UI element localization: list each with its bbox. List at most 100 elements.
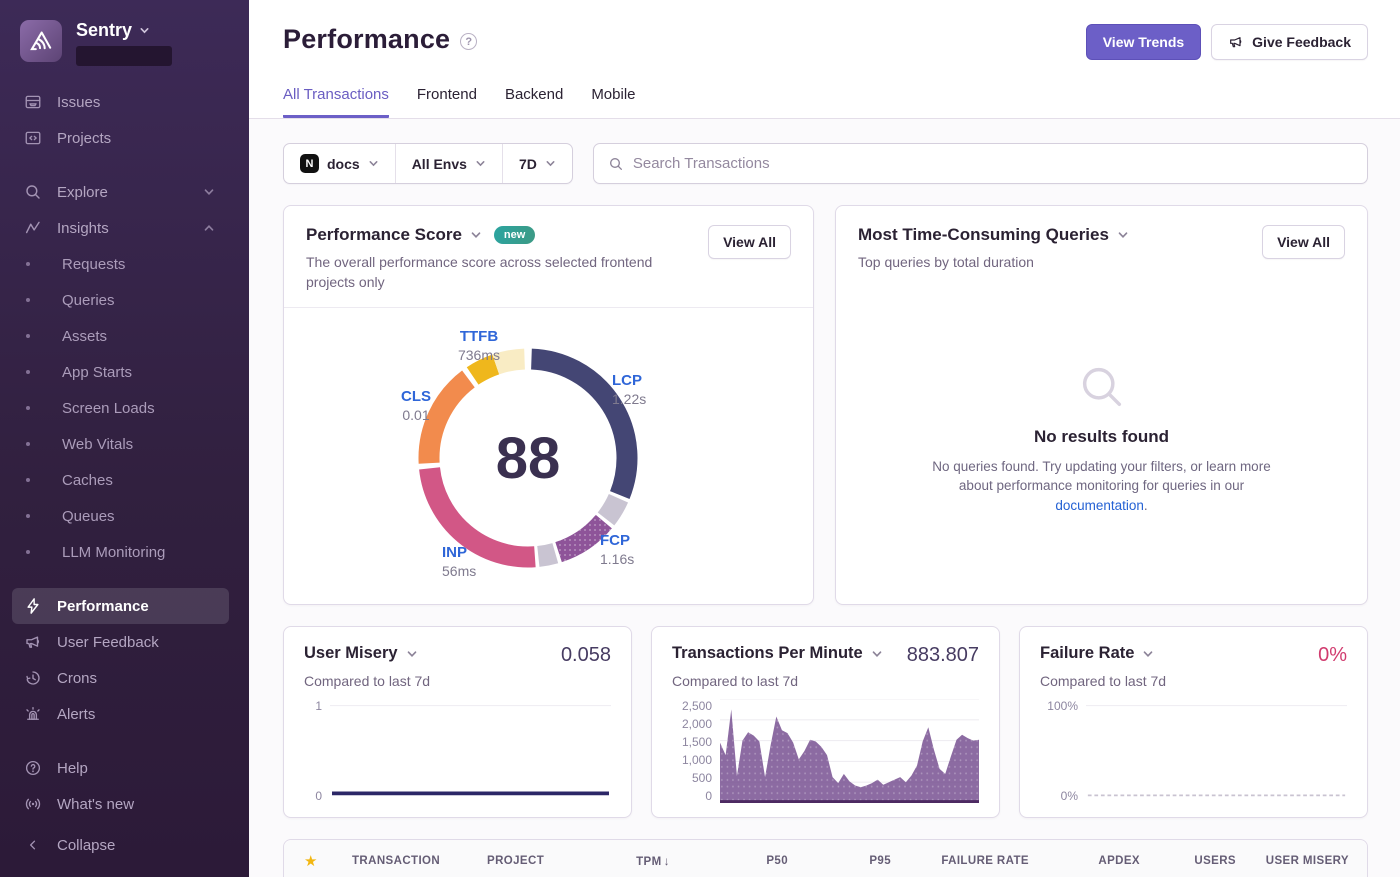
sidebar-nav: Issues Projects Explore Insig <box>0 84 239 863</box>
sidebar-item-llm-monitoring[interactable]: LLM Monitoring <box>0 534 229 570</box>
sidebar-item-label: Queries <box>62 291 115 309</box>
y-axis: 2,500 2,000 1,500 1,000 500 0 <box>672 699 712 803</box>
sidebar-item-web-vitals[interactable]: Web Vitals <box>0 426 229 462</box>
card-title-text: Most Time-Consuming Queries <box>858 225 1109 244</box>
tab-backend[interactable]: Backend <box>504 86 564 103</box>
sidebar-item-label: LLM Monitoring <box>62 543 166 561</box>
sidebar-item-help[interactable]: Help <box>0 750 229 786</box>
org-switcher[interactable]: Sentry <box>0 14 239 84</box>
environment-filter-dropdown[interactable]: All Envs <box>394 144 502 183</box>
sidebar-item-assets[interactable]: Assets <box>0 318 229 354</box>
documentation-link[interactable]: documentation <box>1055 497 1144 513</box>
sidebar-item-performance[interactable]: Performance <box>12 588 229 624</box>
card-title-text: User Misery <box>304 644 398 662</box>
performance-score-card: Performance Score new The overall perfor… <box>283 205 814 605</box>
tab-frontend[interactable]: Frontend <box>416 86 477 103</box>
user-misery-value: 0.058 <box>560 644 611 666</box>
performance-score-title[interactable]: Performance Score new <box>306 225 676 245</box>
sidebar-item-screen-loads[interactable]: Screen Loads <box>0 390 229 426</box>
widget-row: Performance Score new The overall perfor… <box>283 205 1368 605</box>
user-misery-title[interactable]: User Misery <box>304 644 418 663</box>
column-users[interactable]: USERS <box>1194 854 1236 867</box>
column-p95[interactable]: P95 <box>869 854 891 867</box>
page-filters: N docs All Envs 7D <box>283 143 573 184</box>
sidebar-item-queues[interactable]: Queues <box>0 498 229 534</box>
bullet-dot <box>26 406 30 410</box>
column-project[interactable]: PROJECT <box>487 854 545 867</box>
column-transaction[interactable]: TRANSACTION <box>352 854 441 867</box>
broadcast-icon <box>24 795 42 813</box>
failure-rate-card: Failure Rate 0% Compared to last 7d 100%… <box>1019 626 1368 818</box>
insights-icon <box>24 219 42 237</box>
give-feedback-button[interactable]: Give Feedback <box>1211 24 1368 60</box>
sidebar-item-label: Queues <box>62 507 115 525</box>
y-tick: 2,500 <box>681 699 712 713</box>
page-content: N docs All Envs 7D <box>249 119 1400 877</box>
help-tooltip-icon[interactable]: ? <box>460 33 478 50</box>
empty-body-period: . <box>1143 497 1148 513</box>
siren-icon <box>24 705 42 723</box>
y-axis: 1 0 <box>304 699 322 803</box>
sidebar-section-gap <box>0 732 229 750</box>
view-all-button[interactable]: View All <box>708 225 791 259</box>
queries-card-title[interactable]: Most Time-Consuming Queries <box>858 225 1129 245</box>
project-filter-dropdown[interactable]: N docs <box>284 144 395 183</box>
performance-score-header: Performance Score new The overall perfor… <box>284 206 813 308</box>
sidebar-item-app-starts[interactable]: App Starts <box>0 354 229 390</box>
column-failure-rate[interactable]: FAILURE RATE <box>941 854 1029 867</box>
filter-bar: N docs All Envs 7D <box>283 143 1368 184</box>
bullet-dot <box>26 370 30 374</box>
sidebar-item-label: Crons <box>57 669 98 687</box>
sidebar-item-requests[interactable]: Requests <box>0 246 229 282</box>
vital-value: 1.22s <box>612 390 647 407</box>
new-badge: new <box>493 226 536 244</box>
sentry-logo-icon <box>30 31 52 51</box>
sidebar-item-projects[interactable]: Projects <box>0 120 229 156</box>
y-tick: 0% <box>1060 789 1078 803</box>
sidebar-collapse-button[interactable]: Collapse <box>0 827 229 863</box>
sidebar-item-label: Collapse <box>57 836 116 854</box>
sentry-logo[interactable] <box>20 20 62 62</box>
y-tick: 1,000 <box>681 753 712 767</box>
nextjs-logo: N <box>300 154 319 173</box>
sidebar-item-issues[interactable]: Issues <box>0 84 229 120</box>
card-title-text: Performance Score <box>306 225 462 244</box>
tab-all-transactions[interactable]: All Transactions <box>283 86 389 118</box>
tab-mobile[interactable]: Mobile <box>591 86 636 103</box>
comparison-label: Compared to last 7d <box>304 673 431 689</box>
date-range-dropdown[interactable]: 7D <box>501 144 572 183</box>
column-tpm[interactable]: TPM ↓ <box>612 854 670 868</box>
sidebar: Sentry Issues Projects <box>0 0 249 877</box>
search-transactions-input[interactable] <box>632 155 1353 172</box>
sidebar-item-insights[interactable]: Insights <box>0 210 229 246</box>
column-user-misery[interactable]: USER MISERY <box>1265 854 1349 867</box>
bullet-dot <box>26 262 30 266</box>
sidebar-item-label: Issues <box>57 93 101 111</box>
bullet-dot <box>26 550 30 554</box>
sidebar-item-queries[interactable]: Queries <box>0 282 229 318</box>
search-transactions-box[interactable] <box>592 143 1368 184</box>
sidebar-item-label: Performance <box>57 597 149 615</box>
sidebar-item-caches[interactable]: Caches <box>0 462 229 498</box>
view-trends-button[interactable]: View Trends <box>1085 24 1202 60</box>
chevron-down-icon <box>476 161 485 167</box>
search-empty-icon <box>1082 367 1121 406</box>
chevron-down-icon <box>1144 650 1153 657</box>
tab-bar: All Transactions Frontend Backend Mobile <box>283 86 1368 118</box>
star-icon[interactable]: ★ <box>304 852 318 870</box>
tpm-title[interactable]: Transactions Per Minute <box>672 644 883 663</box>
sidebar-item-user-feedback[interactable]: User Feedback <box>0 624 229 660</box>
sidebar-item-whats-new[interactable]: What's new <box>0 786 229 822</box>
vital-label: FCP <box>600 531 630 549</box>
column-apdex[interactable]: APDEX <box>1098 854 1140 867</box>
failure-rate-title[interactable]: Failure Rate <box>1040 644 1154 663</box>
vital-label: TTFB <box>459 327 499 345</box>
sidebar-item-alerts[interactable]: Alerts <box>0 696 229 732</box>
sidebar-item-explore[interactable]: Explore <box>0 174 229 210</box>
empty-state: No results found No queries found. Try u… <box>836 286 1367 604</box>
view-all-button[interactable]: View All <box>1262 225 1345 259</box>
column-p50[interactable]: P50 <box>766 854 788 867</box>
page-header: Performance ? View Trends Give Feedback … <box>249 0 1400 119</box>
empty-body-text: No queries found. Try updating your filt… <box>932 458 1271 494</box>
sidebar-item-crons[interactable]: Crons <box>0 660 229 696</box>
